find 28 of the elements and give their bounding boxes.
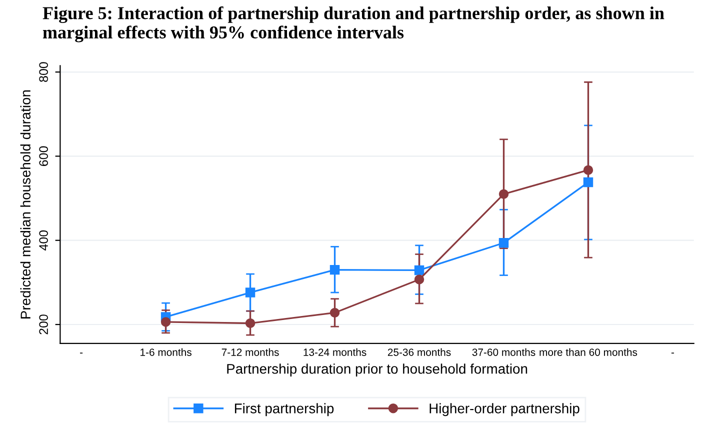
point (583, 165, 594, 175)
x-tick-label: more than 60 months (540, 348, 638, 356)
x-tick-label: 13-24 months (304, 348, 366, 356)
legend-label: First partnership (234, 403, 334, 416)
x-tick-label: - (80, 352, 83, 354)
y-tick-label: 600 (39, 146, 48, 166)
point (498, 189, 509, 199)
point (414, 265, 424, 276)
point (330, 264, 340, 275)
y-tick-label: 400 (39, 230, 48, 250)
y-tick-label: 200 (39, 314, 48, 334)
point (414, 274, 424, 284)
x-tick-label: 25-36 months (388, 348, 451, 356)
point (245, 288, 256, 298)
y-axis-title: Predicted median household duration (20, 90, 31, 318)
point (330, 308, 340, 318)
chart-title: Figure 5: Interaction of partnership duration and partnership order, as shown in marginal effects with 95% confidence intervals (42, 6, 664, 42)
x-tick-label: - (671, 352, 674, 354)
x-tick-label: 7-12 months (222, 348, 279, 356)
x-tick-label: 37-60 months (472, 348, 536, 356)
point (583, 177, 594, 188)
x-tick-label: 1-6 months (140, 348, 192, 356)
y-tick-label: 800 (39, 62, 48, 82)
legend-label: Higher-order partnership (430, 403, 580, 416)
point (498, 238, 509, 248)
point (245, 318, 256, 328)
x-axis-title: Partnership duration prior to household formation (227, 364, 528, 377)
point (160, 317, 171, 327)
